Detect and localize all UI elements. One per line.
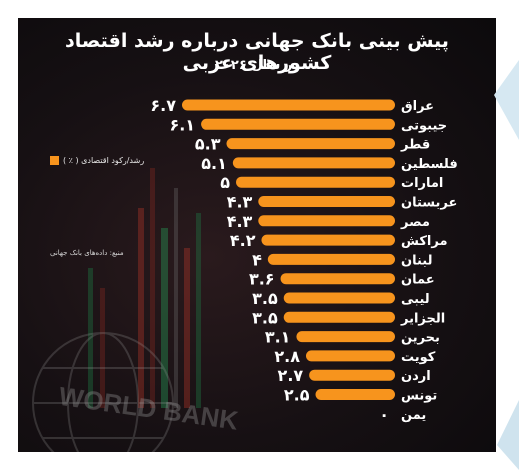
infographic-card: WORLD BANK پیش بینی بانک جهانی درباره رش… [18, 18, 496, 452]
category-label: عمان [401, 273, 435, 288]
chart-subtitle: در سال ۲۰۲۶ [215, 58, 299, 73]
bar [236, 176, 395, 188]
value-label: ۴.۳ [227, 193, 253, 212]
legend: رشد/رکود اقتصادی ( ٪ ) [50, 156, 144, 165]
category-label: یمن [401, 408, 426, 423]
background-decoration: WORLD BANK [32, 168, 240, 452]
bar [258, 196, 395, 207]
bar [267, 253, 395, 265]
bar [182, 99, 395, 111]
value-label: ۳.۶ [249, 270, 275, 289]
value-label: ۵.۱ [201, 154, 227, 173]
category-label: اردن [401, 369, 431, 384]
bar [315, 389, 395, 400]
category-label: فلسطین [401, 157, 458, 172]
value-label: ۴ [252, 250, 262, 269]
category-label: الجزایر [400, 311, 445, 326]
bar [232, 157, 395, 169]
bar [201, 118, 395, 130]
category-label: قطر [400, 138, 430, 153]
bar [280, 273, 395, 285]
category-label: مصر [400, 215, 430, 230]
value-label: ۵ [220, 173, 230, 192]
bar [283, 292, 395, 304]
category-label: کویت [401, 350, 436, 365]
page-edge-decoration [494, 60, 519, 470]
bar [258, 215, 395, 227]
value-label: ۲.۵ [284, 386, 310, 405]
category-label: بحرین [401, 331, 440, 346]
value-label: ۶.۱ [169, 115, 195, 134]
legend-label: رشد/رکود اقتصادی ( ٪ ) [63, 156, 145, 165]
bar-chart: عراق ۶.۷ جیبوتی ۶.۱ قطر ۵.۳ فلسطین ۵.۱ امارات ۵ عر… [150, 96, 458, 424]
category-label: عراق [401, 99, 434, 114]
value-label: ۵.۳ [195, 135, 221, 154]
bar [296, 331, 395, 343]
bar [309, 369, 395, 381]
value-label: ۳.۵ [252, 308, 278, 327]
chart-title: پیش بینی بانک جهانی درباره رشد اقتصاد کش… [65, 30, 449, 74]
category-label: امارات [401, 176, 443, 191]
value-label: ۰ [379, 405, 389, 424]
value-label: ۲.۸ [274, 347, 300, 366]
category-label: عربستان [401, 196, 457, 211]
category-label: تونس [401, 389, 437, 404]
category-label: جیبوتی [401, 118, 447, 133]
bar [283, 311, 395, 323]
value-label: ۳.۱ [265, 328, 291, 347]
bar [226, 138, 395, 150]
category-label: مراکش [401, 234, 448, 249]
value-label: ۴.۳ [227, 212, 253, 231]
bar [305, 350, 395, 362]
category-label: لیبی [401, 292, 430, 307]
source-note: منبع: داده‌های بانک جهانی [50, 249, 124, 257]
globe-logo-icon [32, 332, 174, 452]
category-label: لبنان [401, 253, 432, 268]
value-label: ۶.۷ [150, 96, 176, 115]
legend-swatch [50, 156, 59, 165]
bar [261, 234, 395, 246]
value-label: ۴.۲ [230, 231, 256, 250]
value-label: ۲.۷ [278, 366, 304, 385]
value-label: ۳.۵ [252, 289, 278, 308]
